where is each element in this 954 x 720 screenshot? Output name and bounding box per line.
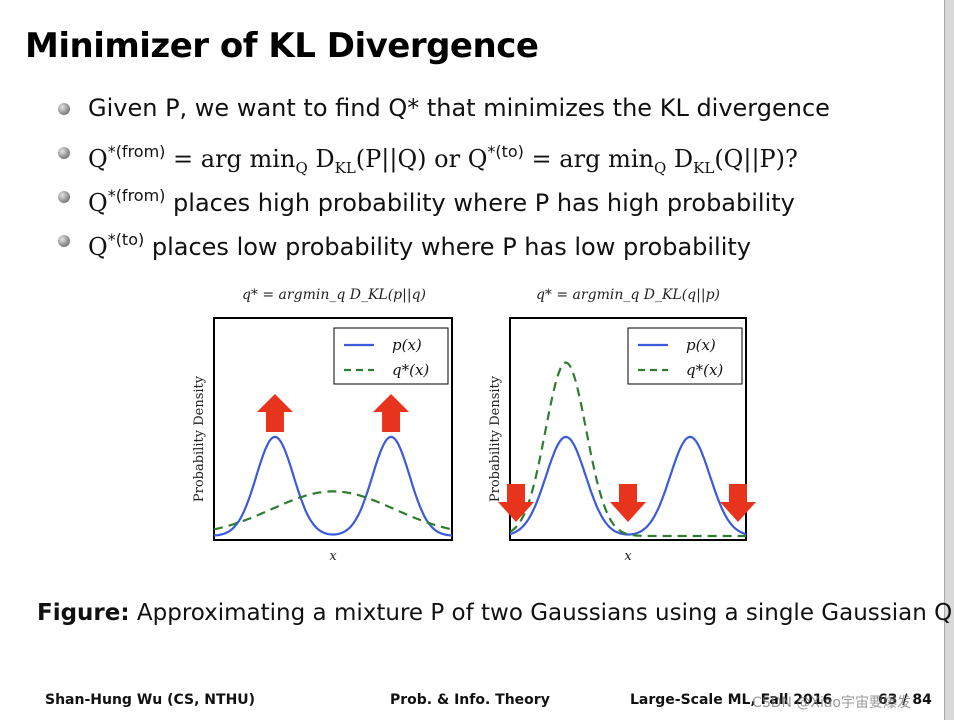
d-symbol: D <box>666 145 694 173</box>
formula-text: (Q||P)? <box>714 145 798 173</box>
window-right-border <box>944 0 954 720</box>
watermark: CSDN @Xiao宇宙要爆发 <box>752 695 911 711</box>
red-up-arrow-icon <box>373 394 410 432</box>
q-symbol: Q <box>88 145 108 173</box>
bullet-3: Q*(from) places high probability where P… <box>58 178 918 222</box>
plot-2-title: q* = argmin_q D_KL(q||p) <box>535 287 721 303</box>
caption-label: Figure: <box>37 600 130 626</box>
red-up-arrow-icon <box>256 394 293 432</box>
plot-1-frame <box>213 317 453 541</box>
subscript: Q <box>653 159 667 177</box>
figure-caption: Figure: Approximating a mixture P of two… <box>37 600 954 626</box>
plot-1-title: q* = argmin_q D_KL(p||q) <box>241 287 427 303</box>
subscript: KL <box>334 159 356 177</box>
charts-canvas: p(x) q*(x) x Probability Density p(x) q*(x) x P… <box>192 317 756 564</box>
plot-1-series-q <box>213 490 453 531</box>
d-symbol: D <box>307 145 335 173</box>
legend-label: q*(x) <box>392 361 429 379</box>
formula-text: (P||Q) or Q <box>355 145 488 173</box>
bullet-2: Q*(from) = arg minQ DKL(P||Q) or Q*(to) … <box>58 134 918 178</box>
red-down-arrow-icon <box>610 484 646 522</box>
bullet-4: Q*(to) places low probability where P ha… <box>58 222 918 266</box>
bullet-1-text: Given P, we want to find Q* that minimiz… <box>88 94 830 122</box>
bullet-list: Given P, we want to find Q* that minimiz… <box>58 90 918 266</box>
plot-2-legend <box>627 327 743 385</box>
argmin-text: = arg min <box>523 145 654 173</box>
plot-1-legend <box>333 327 449 385</box>
subscript: Q <box>295 159 308 177</box>
superscript: *(to) <box>107 230 145 249</box>
q-symbol: Q <box>88 189 108 217</box>
plot-2-frame <box>509 317 747 541</box>
subscript: KL <box>693 159 715 177</box>
legend-label: p(x) <box>686 336 716 354</box>
plot-2-series-p <box>509 435 747 536</box>
bullet-1: Given P, we want to find Q* that minimiz… <box>58 90 918 134</box>
plot-1-series-p <box>213 435 453 537</box>
bullet-3-text: places high probability where P has high… <box>165 189 795 217</box>
footer-page: 63 / 84 <box>878 692 932 708</box>
legend-label: p(x) <box>392 336 422 354</box>
footer-author: Shan-Hung Wu (CS, NTHU) <box>45 692 256 708</box>
superscript: *(to) <box>487 142 524 161</box>
bullet-dot-icon <box>58 235 70 247</box>
superscript: *(from) <box>107 186 166 205</box>
plot-2-ylabel: Probability Density <box>488 375 503 502</box>
footer-section: Prob. & Info. Theory <box>390 692 550 708</box>
superscript: *(from) <box>107 142 166 161</box>
bullet-dot-icon <box>58 147 70 159</box>
plot-1-xlabel: x <box>329 549 337 564</box>
argmin-text: = arg min <box>165 145 296 173</box>
slide-title: Minimizer of KL Divergence <box>25 26 539 66</box>
plot-2-xlabel: x <box>624 549 632 564</box>
bullet-dot-icon <box>58 191 70 203</box>
bullet-4-text: places low probability where P has low p… <box>144 233 752 261</box>
q-symbol: Q <box>88 233 108 261</box>
legend-label: q*(x) <box>686 361 723 379</box>
plot-1-ylabel: Probability Density <box>192 375 207 502</box>
red-down-arrow-icon <box>498 484 534 522</box>
footer-course: Large-Scale ML, Fall 2016 <box>630 692 833 708</box>
bullet-dot-icon <box>58 103 70 115</box>
caption-text: Approximating a mixture P of two Gaussia… <box>129 600 954 626</box>
red-down-arrow-icon <box>720 484 756 522</box>
